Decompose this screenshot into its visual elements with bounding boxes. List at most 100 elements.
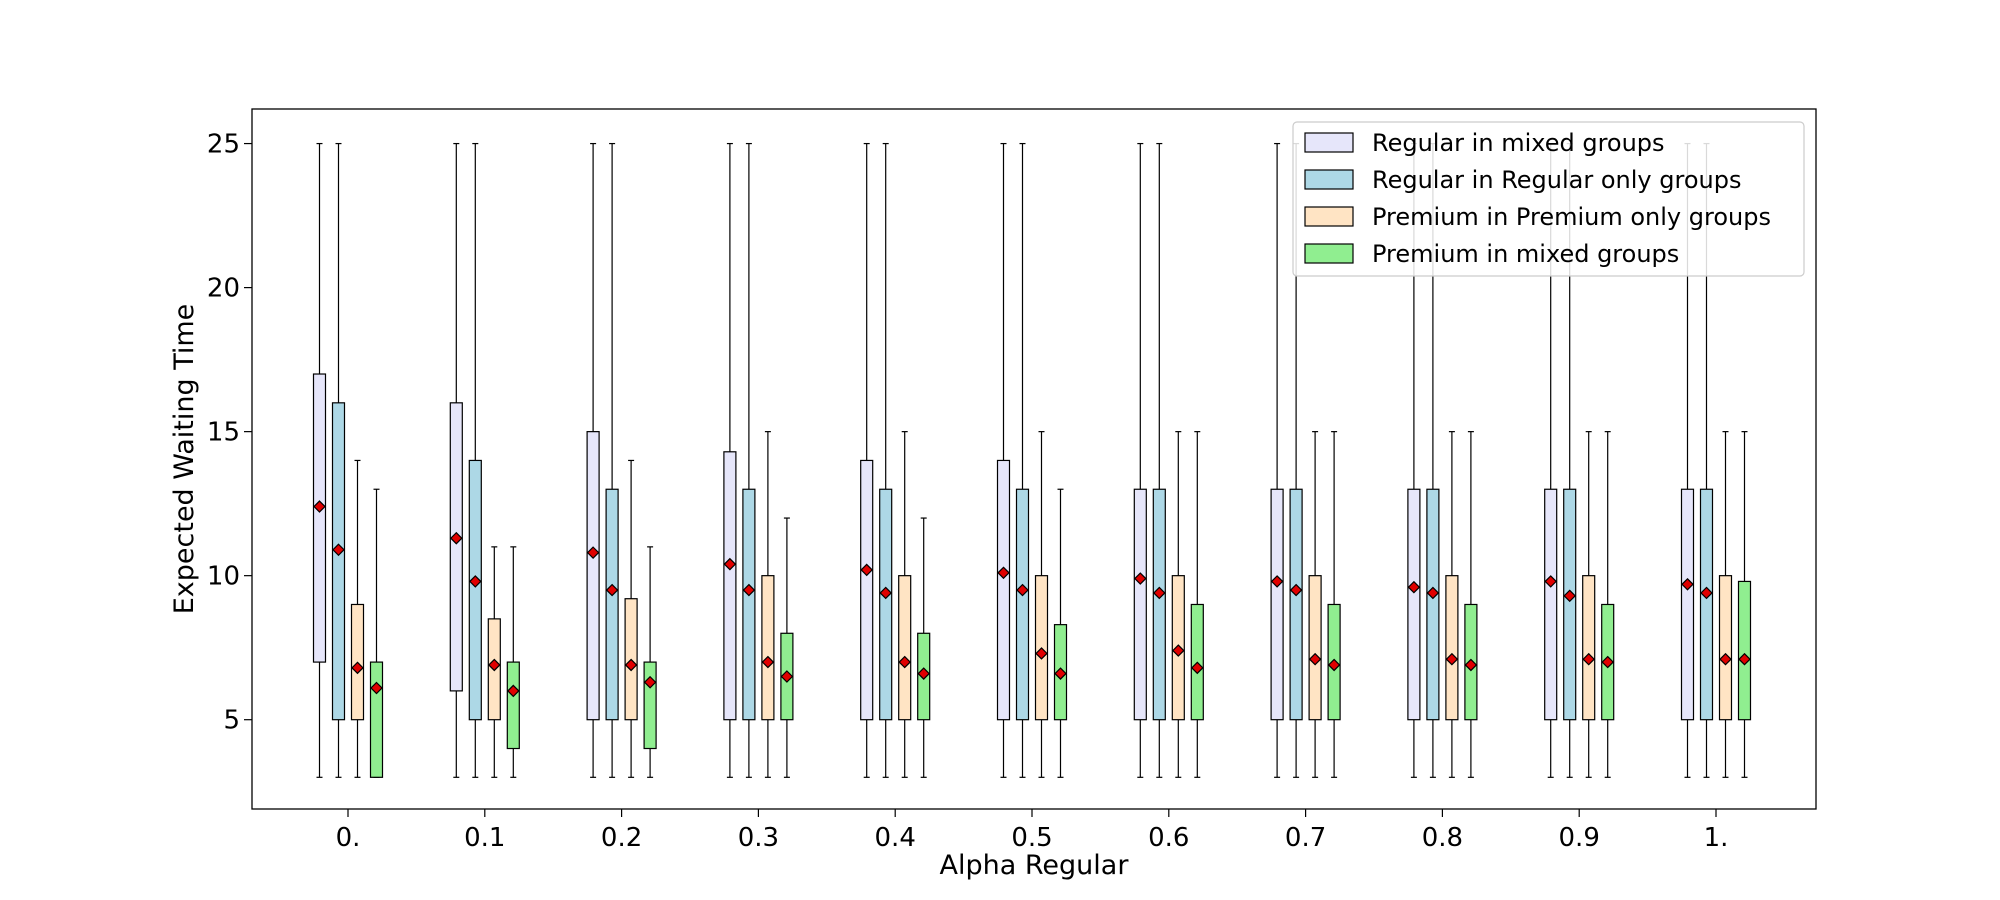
mean-marker [1464, 658, 1478, 672]
y-tick-label: 15 [207, 418, 240, 448]
series-3 [369, 431, 1752, 778]
legend-label: Regular in mixed groups [1372, 129, 1665, 157]
mean-marker [1035, 647, 1048, 660]
x-tick-label: 0.4 [875, 823, 916, 853]
mean-marker [1681, 577, 1694, 591]
box-body [312, 373, 327, 663]
legend-label: Premium in Premium only groups [1372, 203, 1771, 231]
box-body [331, 402, 346, 721]
mean-marker [723, 557, 737, 571]
box-body [1582, 575, 1596, 721]
box-2-8 [1445, 431, 1459, 778]
box-body [506, 661, 520, 750]
x-tick-label: 0.1 [464, 823, 505, 853]
mean-marker [1700, 586, 1713, 600]
legend-item-1: Regular in Regular only groups [1304, 166, 1741, 194]
box-body [1680, 488, 1695, 721]
plot-area-frame [251, 108, 1817, 810]
box-1-6 [1152, 142, 1166, 778]
x-tick-label: 0.9 [1559, 823, 1600, 853]
legend-item-2: Premium in Premium only groups [1304, 203, 1771, 231]
x-tick-label: 0.3 [738, 823, 779, 853]
mean-marker [1582, 652, 1596, 666]
box-body [1308, 575, 1322, 721]
mean-marker [586, 546, 600, 559]
legend-frame [1292, 121, 1805, 277]
mean-marker [1270, 575, 1284, 588]
box-body [898, 575, 912, 721]
box-body [742, 488, 756, 721]
mean-marker [1563, 589, 1577, 603]
box-3-1 [506, 546, 520, 778]
box-body [1426, 488, 1440, 721]
x-tick-label: 0.6 [1148, 823, 1189, 853]
box-1-2 [605, 142, 619, 778]
box-2-9 [1582, 431, 1596, 778]
box-body [1544, 488, 1558, 721]
box-0-7 [1270, 142, 1284, 778]
x-axis-label: Alpha Regular [940, 850, 1130, 881]
mean-marker [1544, 575, 1558, 588]
mean-marker [1133, 572, 1147, 585]
x-tick-label: 0.7 [1285, 823, 1326, 853]
mean-marker [468, 575, 482, 588]
mean-marker [624, 658, 638, 672]
box-3-9 [1601, 431, 1615, 778]
box-3-7 [1327, 431, 1341, 778]
mean-marker [917, 667, 931, 680]
mean-marker [1171, 644, 1185, 657]
box-body [1133, 488, 1147, 721]
box-0-0 [312, 142, 327, 778]
box-body [1445, 575, 1459, 721]
box-body [369, 661, 384, 778]
box-body [605, 488, 619, 721]
mean-marker [643, 675, 657, 689]
box-3-2 [643, 546, 657, 778]
box-1-10 [1699, 142, 1714, 778]
x-tick-label: 0.2 [601, 823, 642, 853]
box-2-1 [487, 546, 501, 778]
mean-marker [1308, 652, 1322, 666]
box-3-4 [917, 517, 931, 778]
box-body [879, 488, 893, 721]
legend-swatch [1304, 132, 1354, 153]
box-0-3 [723, 142, 737, 778]
mean-marker [332, 543, 345, 557]
box-body [723, 451, 737, 721]
box-3-3 [780, 517, 794, 778]
legend-label: Premium in mixed groups [1372, 240, 1679, 268]
mean-marker [898, 655, 912, 669]
box-1-0 [331, 142, 346, 778]
mean-marker [1738, 652, 1751, 666]
series-1 [331, 142, 1714, 778]
y-tick-label: 20 [207, 274, 240, 304]
box-1-3 [742, 142, 756, 778]
mean-marker [997, 566, 1010, 580]
boxes-layer [312, 142, 1752, 778]
mean-marker [761, 655, 775, 669]
mean-marker [487, 658, 501, 672]
mean-marker [1719, 652, 1732, 666]
box-2-7 [1308, 431, 1322, 778]
x-tick-label: 0.5 [1011, 823, 1052, 853]
legend-item-0: Regular in mixed groups [1304, 129, 1665, 157]
box-body [1152, 488, 1166, 721]
box-2-2 [624, 459, 638, 778]
y-tick-label: 25 [207, 130, 240, 160]
box-0-1 [449, 142, 463, 778]
mean-marker [313, 500, 326, 513]
box-0-9 [1544, 142, 1558, 778]
box-body [1289, 488, 1303, 721]
series-0 [312, 142, 1695, 778]
box-body [1270, 488, 1284, 721]
box-body [1718, 575, 1733, 721]
y-axis-label: Expected Waiting Time [169, 304, 200, 615]
mean-marker [1289, 583, 1303, 597]
box-body [468, 459, 482, 721]
legend-label: Regular in Regular only groups [1372, 166, 1741, 194]
y-tick-label: 10 [207, 562, 240, 592]
mean-marker [370, 681, 383, 695]
box-body [586, 431, 600, 721]
legend-swatch [1304, 169, 1354, 190]
